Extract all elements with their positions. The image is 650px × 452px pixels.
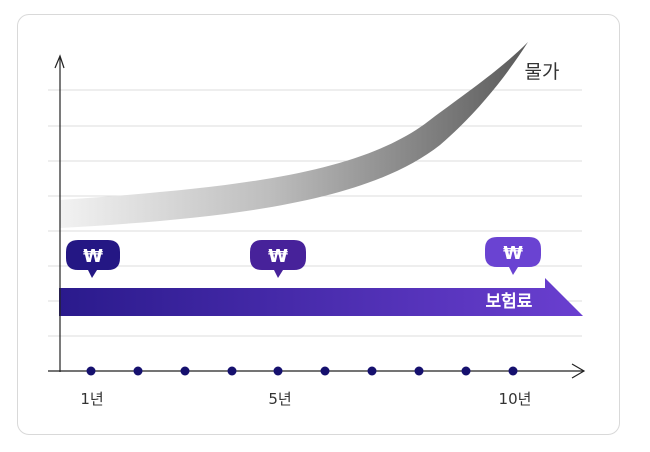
year-dots bbox=[86, 366, 518, 376]
x-axis-arrow-icon bbox=[571, 363, 586, 379]
year-dot bbox=[320, 366, 330, 376]
won-icon: ₩ bbox=[503, 243, 523, 264]
price-curve bbox=[60, 42, 528, 228]
won-icon: ₩ bbox=[83, 246, 103, 267]
year-dot bbox=[414, 366, 424, 376]
won-badge-2: ₩ bbox=[250, 240, 306, 278]
premium-bar bbox=[59, 278, 583, 316]
x-tick-label: 1년 bbox=[80, 390, 103, 408]
year-dot bbox=[133, 366, 143, 376]
bar-label: 보험료 bbox=[486, 291, 533, 312]
year-dot bbox=[86, 366, 96, 376]
won-icon: ₩ bbox=[268, 246, 288, 267]
diagram-card bbox=[17, 14, 620, 435]
year-dot bbox=[367, 366, 377, 376]
y-axis-arrow-icon bbox=[54, 54, 65, 69]
x-tick-label: 5년 bbox=[268, 390, 291, 408]
year-dot bbox=[508, 366, 518, 376]
year-dot bbox=[461, 366, 471, 376]
year-dot bbox=[273, 366, 283, 376]
x-tick-label: 10년 bbox=[499, 390, 532, 408]
year-dot bbox=[180, 366, 190, 376]
curve-label: 물가 bbox=[525, 61, 560, 83]
won-badge-3: ₩ bbox=[485, 237, 541, 275]
won-badge-1: ₩ bbox=[66, 240, 120, 278]
year-dot bbox=[227, 366, 237, 376]
